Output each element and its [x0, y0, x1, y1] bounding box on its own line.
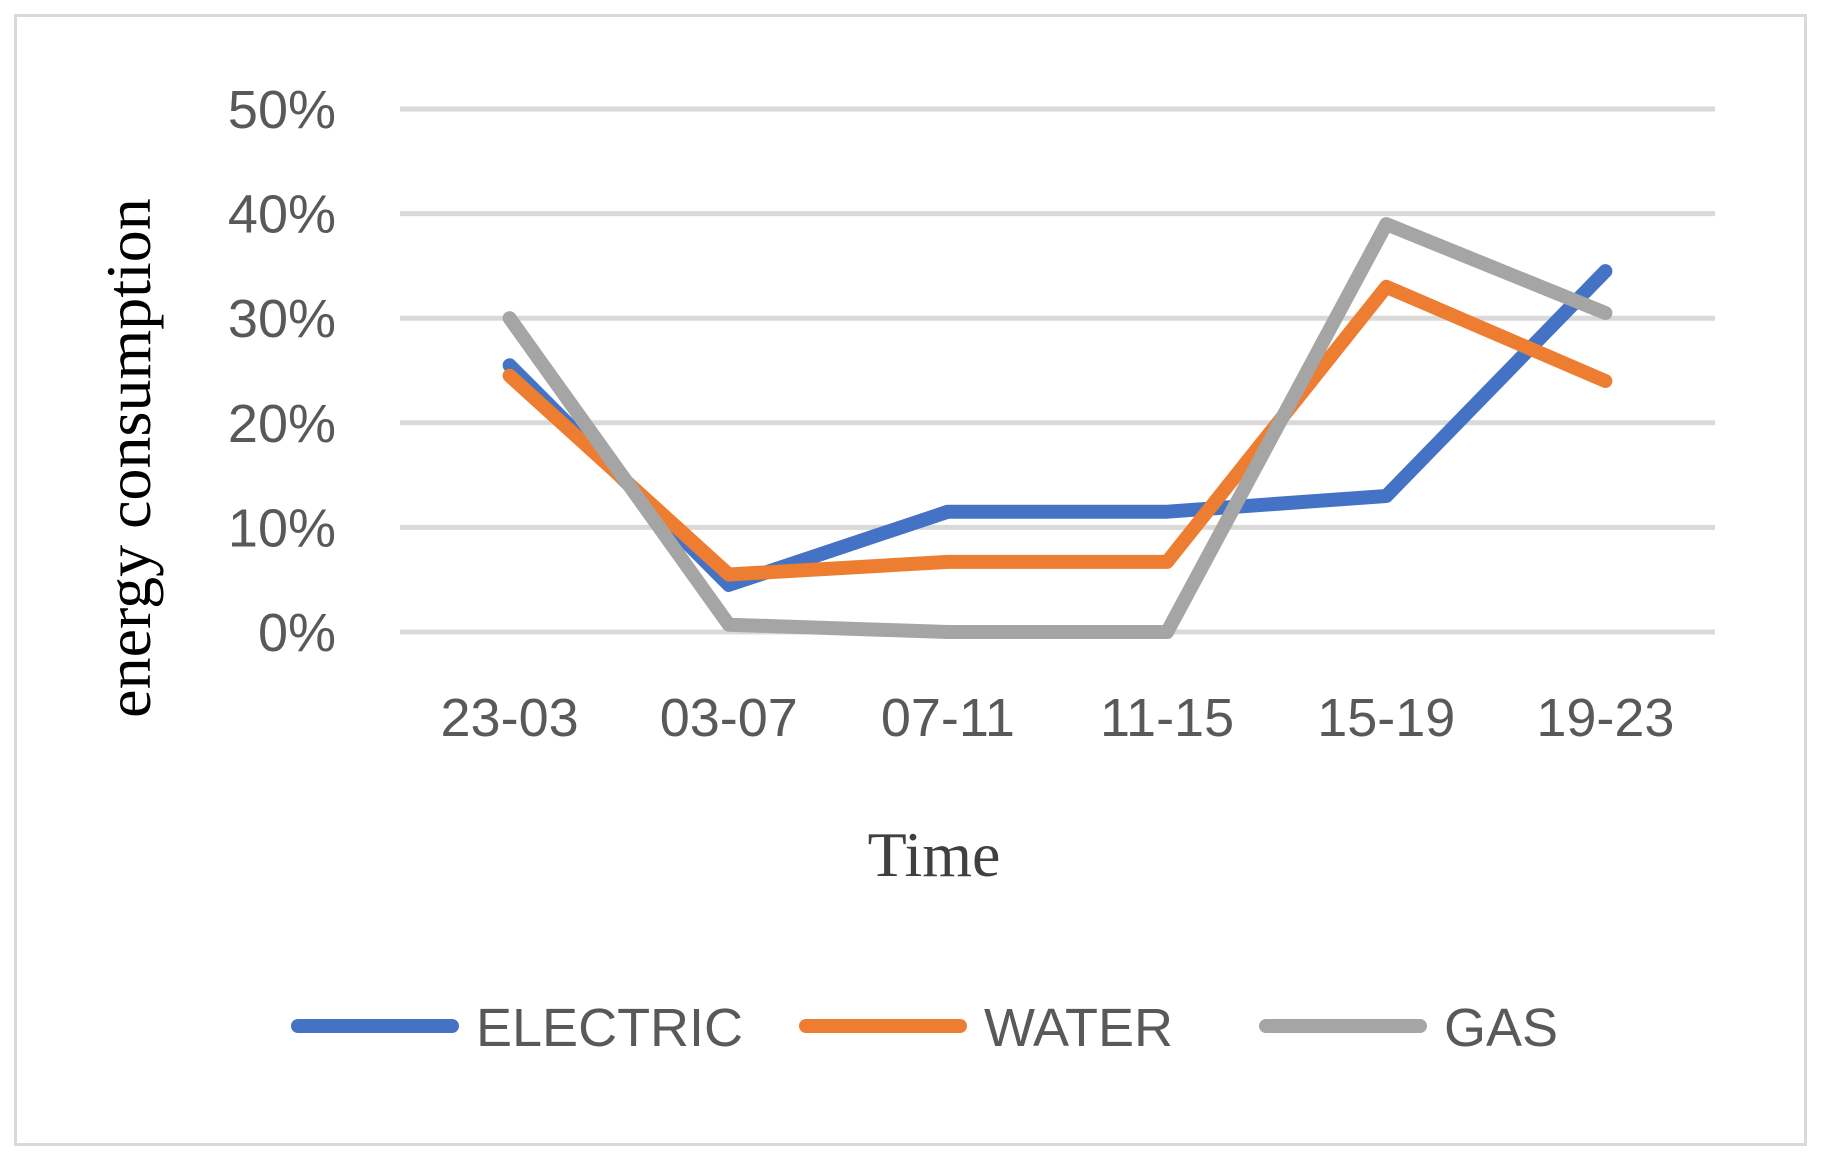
y-tick-label: 40% — [228, 185, 336, 245]
legend: ELECTRIC WATER GAS — [291, 998, 1558, 1058]
x-axis-title: Time — [868, 819, 1001, 890]
x-tick-label: 19-23 — [1536, 688, 1674, 748]
gridlines — [400, 106, 1715, 635]
series-lines — [502, 217, 1613, 639]
series-line-water — [502, 279, 1613, 582]
x-tick-label: 23-03 — [441, 688, 579, 748]
y-axis-title: energy consumption — [93, 198, 164, 718]
y-tick-label: 30% — [228, 289, 336, 349]
y-tick-label: 10% — [228, 498, 336, 558]
x-axis-ticks: 23-03 03-07 07-11 11-15 15-19 19-23 — [441, 688, 1675, 748]
legend-label-electric: ELECTRIC — [476, 998, 743, 1058]
legend-label-water: WATER — [984, 998, 1173, 1058]
y-tick-label: 0% — [258, 603, 336, 663]
chart-frame — [14, 14, 1807, 1146]
y-tick-label: 50% — [228, 80, 336, 140]
y-tick-label: 20% — [228, 394, 336, 454]
x-tick-label: 11-15 — [1100, 688, 1234, 748]
legend-label-gas: GAS — [1444, 998, 1558, 1058]
x-tick-label: 07-11 — [881, 688, 1015, 748]
series-line-gas — [502, 217, 1613, 639]
x-tick-label: 03-07 — [660, 688, 798, 748]
x-tick-label: 15-19 — [1317, 688, 1455, 748]
y-axis-ticks: 0% 10% 20% 30% 40% 50% — [228, 80, 336, 663]
